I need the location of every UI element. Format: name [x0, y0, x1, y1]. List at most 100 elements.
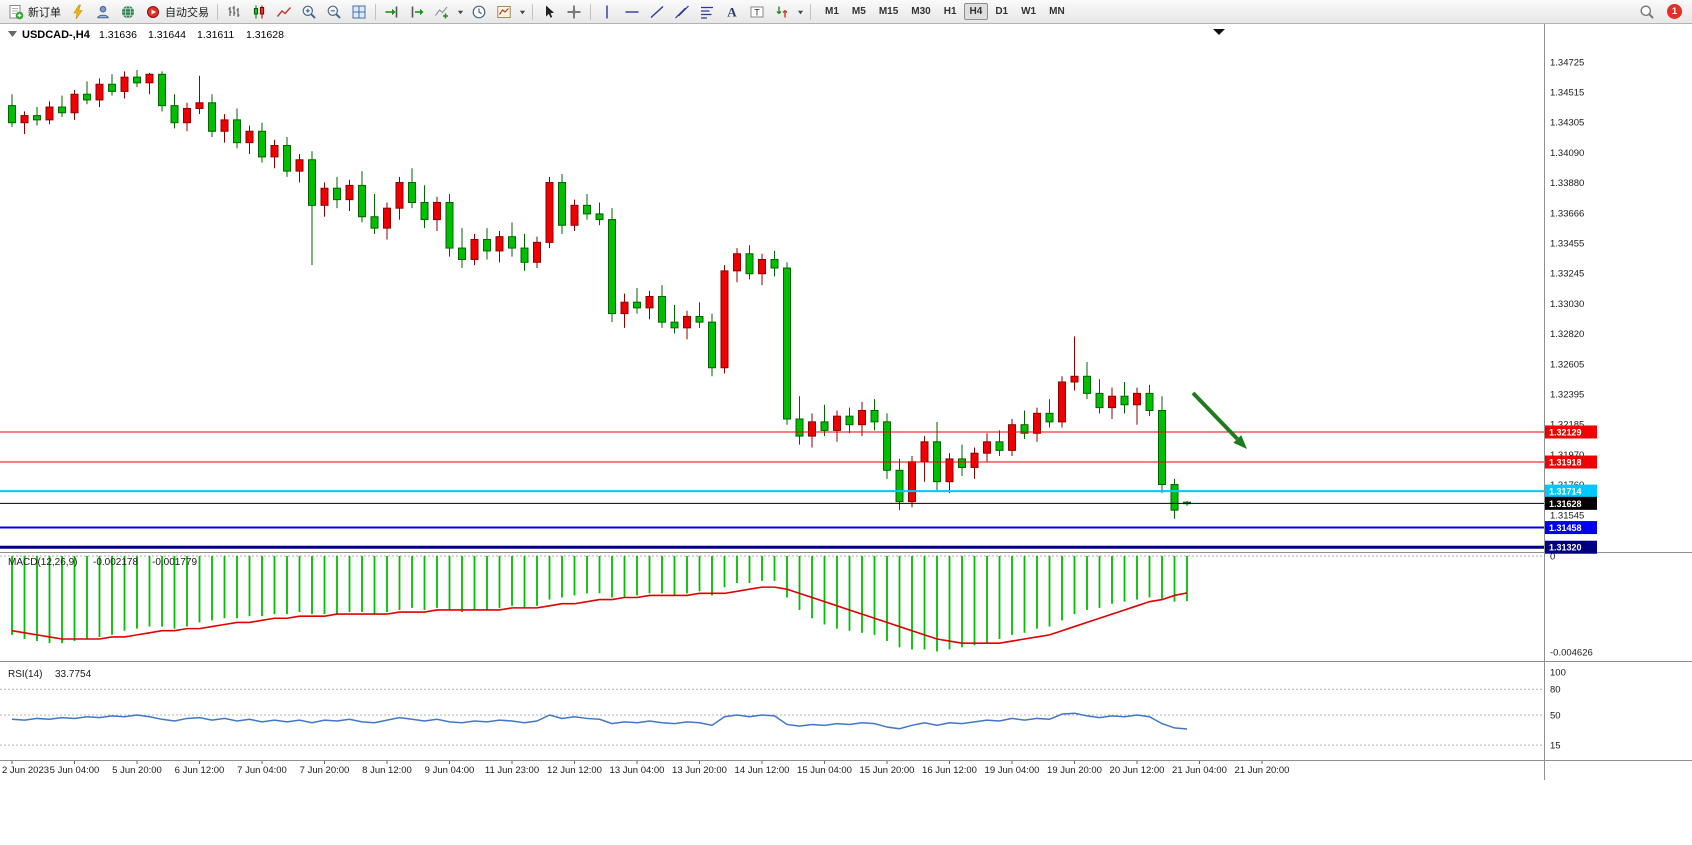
chart-shift-icon [411, 6, 424, 17]
tile-grid-icon [352, 5, 366, 18]
label-icon: T [750, 6, 764, 17]
vertical-line-button[interactable] [595, 2, 619, 22]
svg-text:5 Jun 20:00: 5 Jun 20:00 [112, 765, 162, 776]
timeframe-d1-button[interactable]: D1 [989, 3, 1014, 20]
horizontal-line-button[interactable] [620, 2, 644, 22]
arrows-dropdown-button[interactable] [795, 2, 806, 22]
zoom-in-button[interactable] [297, 2, 321, 22]
cursor-button[interactable] [537, 2, 561, 22]
svg-text:11 Jun 23:00: 11 Jun 23:00 [485, 765, 539, 776]
new-order-button[interactable]: 新订单 [4, 2, 65, 22]
svg-text:13 Jun 04:00: 13 Jun 04:00 [610, 765, 665, 776]
toolbar-separator [375, 3, 376, 20]
svg-text:1.32395: 1.32395 [1550, 390, 1584, 401]
new-order-label: 新订单 [28, 6, 61, 19]
svg-text:8 Jun 12:00: 8 Jun 12:00 [362, 765, 412, 776]
svg-text:1.31320: 1.31320 [1549, 543, 1582, 553]
trendline-button[interactable] [645, 2, 669, 22]
chevron-down-icon [457, 10, 464, 14]
svg-text:1.32185: 1.32185 [1550, 419, 1584, 430]
periods-button[interactable] [467, 2, 491, 22]
autoscroll-icon [385, 6, 398, 17]
svg-text:15 Jun 04:00: 15 Jun 04:00 [797, 765, 852, 776]
vertical-line-icon [606, 5, 608, 18]
profile-button[interactable] [91, 2, 115, 22]
community-button[interactable] [116, 2, 140, 22]
templates-dropdown-button[interactable] [517, 2, 528, 22]
cursor-icon [546, 5, 554, 18]
timeframe-h1-button[interactable]: H1 [938, 3, 963, 20]
svg-text:80: 80 [1550, 685, 1561, 696]
search-button[interactable] [1635, 2, 1659, 22]
svg-text:1.31628: 1.31628 [1549, 499, 1582, 509]
timeframe-h4-button[interactable]: H4 [963, 3, 989, 20]
indicators-button[interactable] [430, 2, 454, 22]
crosshair-button[interactable] [562, 2, 586, 22]
svg-text:19 Jun 20:00: 19 Jun 20:00 [1047, 765, 1102, 776]
svg-text:1.33880: 1.33880 [1550, 178, 1584, 189]
svg-text:1.33666: 1.33666 [1550, 209, 1584, 220]
svg-text:5 Jun 04:00: 5 Jun 04:00 [50, 765, 100, 776]
svg-text:15: 15 [1550, 741, 1561, 752]
candlestick-chart-button[interactable] [247, 2, 271, 22]
chevron-down-icon [519, 10, 526, 14]
autotrading-button[interactable]: 自动交易 [141, 2, 213, 22]
indicators-dropdown-button[interactable] [455, 2, 466, 22]
timeframe-m1-button[interactable]: M1 [819, 3, 845, 20]
svg-text:2 Jun 2023: 2 Jun 2023 [2, 765, 49, 776]
arrows-button[interactable] [770, 2, 794, 22]
zoom-out-button[interactable] [322, 2, 346, 22]
svg-text:1.34515: 1.34515 [1550, 88, 1584, 99]
channel-button[interactable] [670, 2, 694, 22]
svg-text:1.31545: 1.31545 [1550, 511, 1584, 522]
tile-windows-button[interactable] [347, 2, 371, 22]
svg-text:12 Jun 12:00: 12 Jun 12:00 [547, 765, 602, 776]
timeframe-m30-button[interactable]: M30 [905, 3, 936, 20]
svg-text:13 Jun 20:00: 13 Jun 20:00 [672, 765, 727, 776]
chart-shift-button[interactable] [405, 2, 429, 22]
label-button[interactable]: T [745, 2, 769, 22]
svg-text:1.31714: 1.31714 [1549, 487, 1582, 497]
svg-text:A: A [727, 4, 737, 19]
channel-icon [675, 5, 689, 18]
timeframe-m15-button[interactable]: M15 [873, 3, 904, 20]
zoom-out-icon [327, 5, 341, 19]
svg-text:20 Jun 12:00: 20 Jun 12:00 [1110, 765, 1165, 776]
timeframe-w1-button[interactable]: W1 [1015, 3, 1042, 20]
svg-text:1.32820: 1.32820 [1550, 329, 1584, 340]
svg-text:15 Jun 20:00: 15 Jun 20:00 [860, 765, 915, 776]
template-icon [497, 5, 511, 18]
svg-text:T: T [754, 7, 760, 17]
line-chart-button[interactable] [272, 2, 296, 22]
svg-text:14 Jun 12:00: 14 Jun 12:00 [735, 765, 790, 776]
person-icon [97, 5, 109, 18]
wizard-button[interactable] [66, 2, 90, 22]
svg-text:7 Jun 04:00: 7 Jun 04:00 [237, 765, 287, 776]
notification-badge[interactable]: 1 [1667, 4, 1682, 19]
timeframe-mn-button[interactable]: MN [1043, 3, 1071, 20]
line-chart-icon [276, 6, 292, 17]
autoscroll-button[interactable] [380, 2, 404, 22]
trendline-icon [650, 5, 664, 18]
svg-text:0: 0 [1550, 552, 1555, 563]
zoom-in-icon [302, 5, 316, 19]
fibonacci-icon [701, 6, 713, 19]
templates-button[interactable] [492, 2, 516, 22]
toolbar-separator [810, 3, 811, 20]
svg-text:1.33455: 1.33455 [1550, 239, 1584, 250]
svg-text:16 Jun 12:00: 16 Jun 12:00 [922, 765, 977, 776]
timeframe-m5-button[interactable]: M5 [846, 3, 872, 20]
bar-chart-button[interactable] [222, 2, 246, 22]
candlestick-icon [253, 5, 265, 18]
fibonacci-button[interactable] [695, 2, 719, 22]
svg-text:9 Jun 04:00: 9 Jun 04:00 [425, 765, 475, 776]
arrows-icon [776, 6, 788, 17]
text-button[interactable]: A [720, 2, 744, 22]
svg-text:50: 50 [1550, 711, 1561, 722]
svg-text:1.33030: 1.33030 [1550, 299, 1584, 310]
crosshair-icon [567, 5, 581, 18]
svg-text:6 Jun 12:00: 6 Jun 12:00 [175, 765, 225, 776]
svg-text:1.32605: 1.32605 [1550, 360, 1584, 371]
globe-icon [122, 5, 134, 18]
